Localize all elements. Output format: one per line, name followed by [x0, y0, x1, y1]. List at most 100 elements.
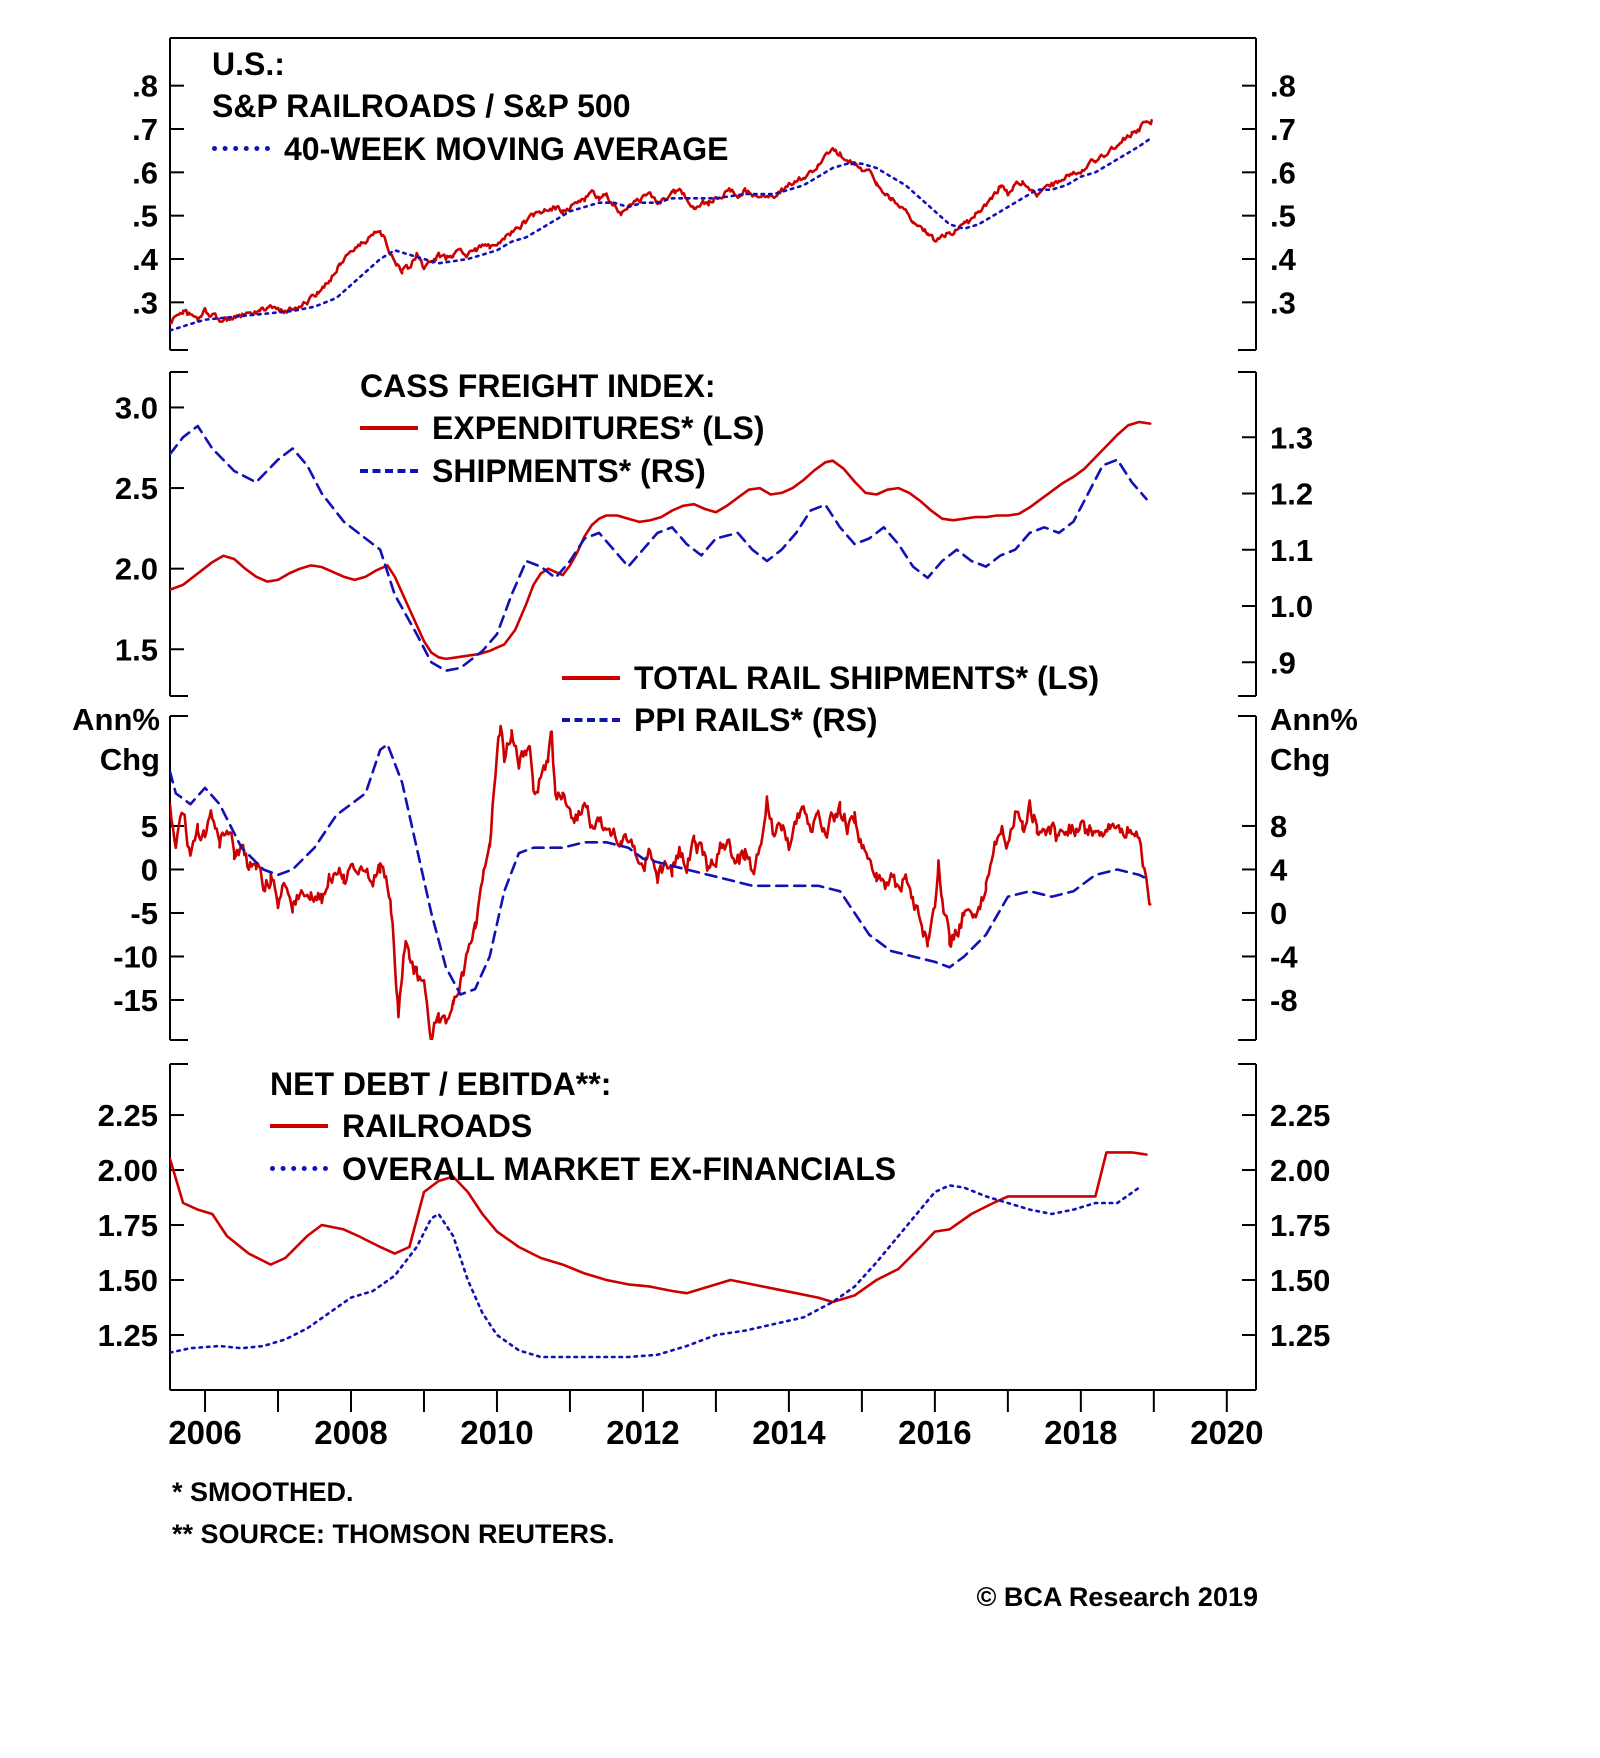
panel2-legend: CASS FREIGHT INDEX: EXPENDITURES* (LS) S… — [360, 366, 764, 491]
panel4-legend: NET DEBT / EBITDA**: RAILROADS OVERALL M… — [270, 1064, 896, 1189]
series-ma_40wk — [170, 136, 1153, 332]
legend-item: RAILROADS — [270, 1106, 896, 1146]
legend-item: SHIPMENTS* (RS) — [360, 451, 764, 491]
legend-item: S&P RAILROADS / S&P 500 — [212, 86, 729, 126]
svg-text:2008: 2008 — [314, 1414, 387, 1451]
panel2-series2-label: SHIPMENTS* (RS) — [432, 452, 706, 489]
svg-text:1.50: 1.50 — [1270, 1263, 1330, 1298]
svg-text:2.25: 2.25 — [1270, 1098, 1330, 1133]
svg-text:2014: 2014 — [752, 1414, 826, 1451]
dotted-line-swatch-icon — [212, 146, 270, 152]
svg-text:1.25: 1.25 — [1270, 1318, 1330, 1353]
svg-text:2012: 2012 — [606, 1414, 679, 1451]
series-cass_shipments — [170, 424, 1148, 673]
panel-1: .3 .4 .5 .6 .7 .8 .3 .4 .5 .6 .7 .8 — [132, 37, 1297, 351]
panel4-legend-header: NET DEBT / EBITDA**: — [270, 1066, 612, 1102]
panel3-legend: TOTAL RAIL SHIPMENTS* (LS) PPI RAILS* (R… — [562, 656, 1099, 741]
svg-text:1.50: 1.50 — [98, 1263, 158, 1298]
footnote-source: ** SOURCE: THOMSON REUTERS. — [172, 1518, 615, 1549]
series-ppi_rails — [170, 743, 1152, 996]
svg-text:1.5: 1.5 — [115, 632, 158, 667]
svg-text:.5: .5 — [1270, 199, 1296, 234]
dotted-line-swatch-icon — [270, 1166, 328, 1172]
svg-text:.5: .5 — [132, 199, 158, 234]
svg-text:1.1: 1.1 — [1270, 533, 1313, 568]
svg-text:.8: .8 — [1270, 69, 1296, 104]
panel1-legend-header: U.S.: — [212, 46, 285, 82]
svg-text:.9: .9 — [1270, 645, 1296, 680]
svg-text:.4: .4 — [132, 242, 159, 277]
panel3-series1-label: TOTAL RAIL SHIPMENTS* (LS) — [634, 660, 1100, 696]
svg-text:2.00: 2.00 — [98, 1153, 158, 1188]
series-railroads_net_debt_ebitda — [170, 1151, 1148, 1304]
panel1-series1-label: S&P RAILROADS / S&P 500 — [212, 88, 631, 125]
svg-text:2.00: 2.00 — [1270, 1153, 1330, 1188]
svg-text:.7: .7 — [1270, 112, 1296, 147]
panel1-legend: U.S.: S&P RAILROADS / S&P 500 40-WEEK MO… — [212, 44, 729, 169]
legend-item: PPI RAILS* (RS) — [562, 700, 1099, 740]
solid-line-swatch-icon — [562, 676, 620, 681]
right-axis-unit-label: Ann% Chg — [1270, 702, 1358, 778]
svg-text:1.75: 1.75 — [1270, 1208, 1330, 1243]
footnotes: * SMOOTHED. ** SOURCE: THOMSON REUTERS. — [172, 1472, 615, 1556]
svg-text:2020: 2020 — [1190, 1414, 1263, 1451]
svg-text:-5: -5 — [130, 896, 158, 931]
svg-text:.3: .3 — [1270, 285, 1296, 320]
svg-text:2.0: 2.0 — [115, 552, 158, 587]
series-cass_expenditures — [170, 420, 1152, 661]
panel4-series1-label: RAILROADS — [342, 1108, 533, 1145]
copyright-note: © BCA Research 2019 — [976, 1582, 1258, 1612]
svg-text:1.2: 1.2 — [1270, 477, 1313, 512]
legend-item: OVERALL MARKET EX-FINANCIALS — [270, 1149, 896, 1189]
panel-4: 1.25 1.50 1.75 2.00 2.25 1.25 1.50 1.75 2.00 2.25 — [98, 1063, 1330, 1391]
svg-text:0: 0 — [1270, 896, 1287, 931]
svg-text:.6: .6 — [132, 155, 158, 190]
series-total_rail_shipments — [170, 724, 1152, 1040]
panel3-series2-label: PPI RAILS* (RS) — [634, 702, 878, 739]
svg-text:1.3: 1.3 — [1270, 420, 1313, 455]
series-overall_market_ex_financials — [170, 1184, 1141, 1359]
svg-text:2010: 2010 — [460, 1414, 533, 1451]
x-axis: 2006 2008 2010 2012 2014 2016 2018 2020 — [168, 1390, 1264, 1451]
panel2-legend-header: CASS FREIGHT INDEX: — [360, 368, 716, 404]
footnote-smoothed: * SMOOTHED. — [172, 1477, 354, 1507]
svg-text:2018: 2018 — [1044, 1414, 1117, 1451]
svg-text:-8: -8 — [1270, 983, 1298, 1018]
svg-text:-4: -4 — [1270, 939, 1298, 974]
svg-text:.6: .6 — [1270, 155, 1296, 190]
svg-text:1.25: 1.25 — [98, 1318, 158, 1353]
svg-text:2016: 2016 — [898, 1414, 971, 1451]
svg-text:-10: -10 — [113, 939, 158, 974]
svg-text:.7: .7 — [132, 112, 158, 147]
svg-text:-15: -15 — [113, 983, 158, 1018]
panel-2: 1.5 2.0 2.5 3.0 .9 1.0 1.1 1.2 1.3 — [115, 371, 1313, 697]
svg-text:5: 5 — [141, 809, 158, 844]
solid-line-swatch-icon — [270, 1124, 328, 1129]
svg-text:4: 4 — [1270, 852, 1288, 887]
dashed-line-swatch-icon — [562, 718, 620, 723]
svg-text:.8: .8 — [132, 69, 158, 104]
solid-line-swatch-icon — [360, 426, 418, 431]
panel1-series2-label: 40-WEEK MOVING AVERAGE — [284, 130, 729, 167]
svg-text:1.0: 1.0 — [1270, 589, 1313, 624]
panel4-series2-label: OVERALL MARKET EX-FINANCIALS — [342, 1150, 897, 1187]
svg-text:1.75: 1.75 — [98, 1208, 158, 1243]
svg-text:.4: .4 — [1270, 242, 1297, 277]
svg-text:2006: 2006 — [168, 1414, 241, 1451]
svg-text:2.25: 2.25 — [98, 1098, 158, 1133]
left-axis-unit-label: Ann% Chg — [72, 702, 160, 778]
svg-text:8: 8 — [1270, 809, 1287, 844]
legend-item: TOTAL RAIL SHIPMENTS* (LS) — [562, 658, 1099, 698]
dashed-line-swatch-icon — [360, 468, 418, 473]
series-sp_railroads_sp500 — [170, 119, 1153, 326]
svg-text:2.5: 2.5 — [115, 471, 158, 506]
svg-text:3.0: 3.0 — [115, 390, 158, 425]
svg-text:0: 0 — [141, 852, 158, 887]
panel-3: -15 -10 -5 0 5 -8 -4 0 4 8 — [113, 715, 1298, 1041]
legend-item: 40-WEEK MOVING AVERAGE — [212, 129, 729, 169]
svg-text:.3: .3 — [132, 285, 158, 320]
panel2-series1-label: EXPENDITURES* (LS) — [432, 410, 765, 447]
